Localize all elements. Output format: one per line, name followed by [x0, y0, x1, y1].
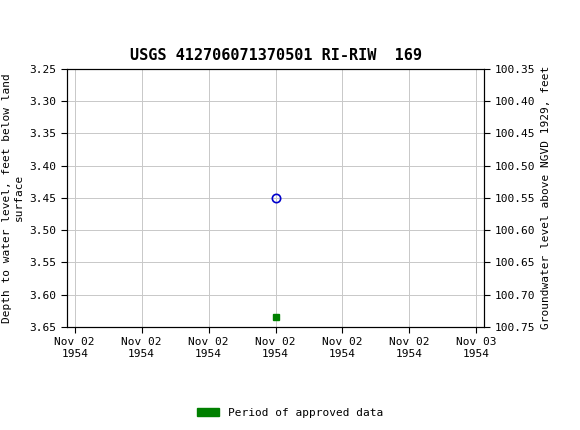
Text: USGS: USGS	[39, 10, 99, 29]
Title: USGS 412706071370501 RI-RIW  169: USGS 412706071370501 RI-RIW 169	[129, 49, 422, 64]
Legend: Period of approved data: Period of approved data	[193, 403, 387, 422]
Y-axis label: Groundwater level above NGVD 1929, feet: Groundwater level above NGVD 1929, feet	[541, 66, 551, 329]
Y-axis label: Depth to water level, feet below land
surface: Depth to water level, feet below land su…	[2, 73, 24, 322]
